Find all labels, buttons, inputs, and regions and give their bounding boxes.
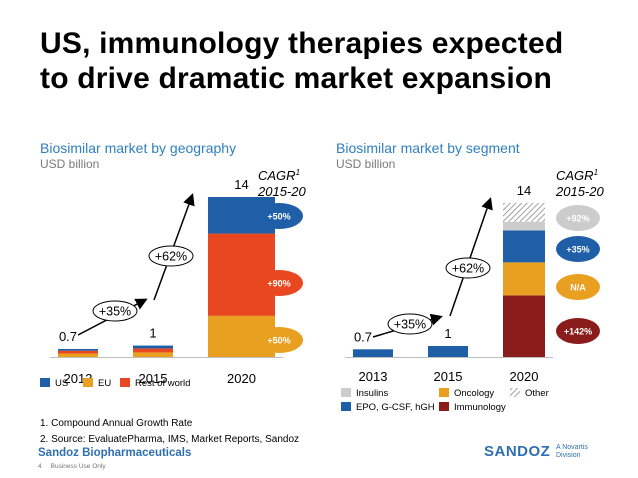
chart1-legend-swatch-other [510, 388, 520, 397]
chart0-legend-label-us: US [55, 378, 68, 389]
footnote-1: 1. Compound Annual Growth Rate [40, 418, 193, 429]
chart1-bar-2013-epo-g-csf-hgh [353, 349, 393, 357]
chart1-legend-label-oncology: Oncology [454, 388, 494, 399]
chart0-growth-bubble-0 [92, 300, 138, 322]
chart1-legend-swatch-oncology [439, 388, 449, 397]
chart1-xlabel-2015: 2015 [434, 369, 463, 384]
chart1-legend-swatch-immunology [439, 402, 449, 411]
chart1-cagr-label-1: +35% [566, 245, 589, 255]
chart1-cagr-bubble-2 [556, 274, 600, 300]
chart1-legend-label-insulins: Insulins [356, 388, 388, 399]
chart0-legend-swatch-eu [83, 378, 93, 387]
chart1-cagr-bubble-0 [556, 205, 600, 231]
logo-subtitle-line-2: Division [556, 452, 581, 459]
chart1-bar-2020-immunology [503, 295, 545, 357]
chart0-cagr-title: CAGR1 [258, 168, 300, 183]
chart1-legend-swatch-epo-g-csf-hgh [341, 402, 351, 411]
chart0-total-2020: 14 [234, 177, 248, 192]
chart0-legend-label-eu: EU [98, 378, 111, 389]
chart1-total-2020: 14 [517, 183, 531, 198]
chart1-bar-2015-epo-g-csf-hgh [428, 346, 468, 357]
chart0-cagr-period: 2015-20 [257, 184, 306, 199]
chart1-bar-2020-insulins [503, 221, 545, 231]
chart0-cagr-label-1: +90% [267, 279, 290, 289]
chart0-growth-bubble-1 [148, 245, 194, 267]
chart0-bar-2013-us [58, 349, 98, 351]
chart1-growth-bubble-0 [387, 313, 433, 335]
footnote-2: 2. Source: EvaluatePharma, IMS, Market R… [40, 434, 300, 445]
sandoz-logo: SANDOZ [484, 443, 551, 460]
slide-title-line-2: to drive dramatic market expansion [40, 62, 552, 95]
chart0-legend-label-rest-of-world: Rest of world [135, 378, 190, 389]
chart1-legend-label-other: Other [525, 388, 549, 399]
left-chart-unit: USD billion [40, 157, 100, 171]
chart0-legend-swatch-us [40, 378, 50, 387]
chart1-xlabel-2020: 2020 [510, 369, 539, 384]
chart0-growth-label-1: +62% [155, 250, 187, 264]
right-chart-title: Biosimilar market by segment [336, 140, 520, 156]
chart0-growth-label-0: +35% [99, 305, 131, 319]
slide-title: US, immunology therapies expected to dri… [40, 26, 620, 96]
chart1-legend-swatch-insulins [341, 388, 351, 397]
classification: Business Use Only [50, 463, 106, 470]
left-chart-title: Biosimilar market by geography [40, 140, 237, 156]
chart1-cagr-label-3: +142% [564, 327, 592, 337]
chart0-cagr-label-0: +50% [267, 212, 290, 222]
chart1-growth-label-0: +35% [394, 318, 426, 332]
chart0-cagr-bubble-2 [255, 327, 303, 353]
chart1-cagr-title: CAGR1 [556, 168, 598, 183]
chart0-bar-2013-eu [58, 353, 98, 357]
chart1-bar-2020-epo-g-csf-hgh [503, 230, 545, 263]
chart1-cagr-bubble-3 [556, 318, 600, 344]
chart0-total-2015: 1 [149, 326, 156, 341]
chart0-bar-2013-rest-of-world [58, 350, 98, 354]
chart0-total-2013: 0.7 [59, 329, 77, 344]
chart0-cagr-label-2: +50% [267, 336, 290, 346]
logo-subtitle-line-1: A Novartis [556, 444, 588, 451]
chart1-total-2013: 0.7 [354, 329, 372, 344]
chart0-bar-2015-us [133, 345, 173, 349]
chart0-cagr-bubble-0 [255, 203, 303, 229]
slide-title-line-1: US, immunology therapies expected [40, 27, 564, 60]
page-footer: 4 Business Use Only [38, 463, 106, 470]
chart1-total-2015: 1 [444, 326, 451, 341]
chart1-growth-bubble-1 [445, 257, 491, 279]
chart1-cagr-label-2: N/A [570, 283, 586, 293]
chart1-legend-label-epo-g-csf-hgh: EPO, G-CSF, hGH [356, 402, 435, 413]
right-chart-unit: USD billion [336, 157, 396, 171]
chart1-cagr-period: 2015-20 [555, 184, 604, 199]
chart1-legend-label-immunology: Immunology [454, 402, 506, 413]
chart1-bar-2020-oncology [503, 262, 545, 296]
chart1-bar-2020-other [503, 203, 545, 222]
chart0-xlabel-2015: 2015 [139, 371, 168, 386]
chart0-xlabel-2020: 2020 [227, 371, 256, 386]
chart0-bar-2015-eu [133, 352, 173, 357]
brand-name: Sandoz Biopharmaceuticals [38, 447, 192, 459]
chart1-cagr-bubble-1 [556, 236, 600, 262]
chart1-cagr-label-0: +92% [566, 214, 589, 224]
chart0-cagr-bubble-1 [255, 270, 303, 296]
chart1-growth-label-1: +62% [452, 262, 484, 276]
chart0-legend-swatch-rest-of-world [120, 378, 130, 387]
page-number: 4 [38, 463, 42, 470]
logo-subtitle: A Novartis Division [556, 444, 588, 460]
chart0-bar-2015-rest-of-world [133, 348, 173, 353]
chart1-xlabel-2013: 2013 [359, 369, 388, 384]
